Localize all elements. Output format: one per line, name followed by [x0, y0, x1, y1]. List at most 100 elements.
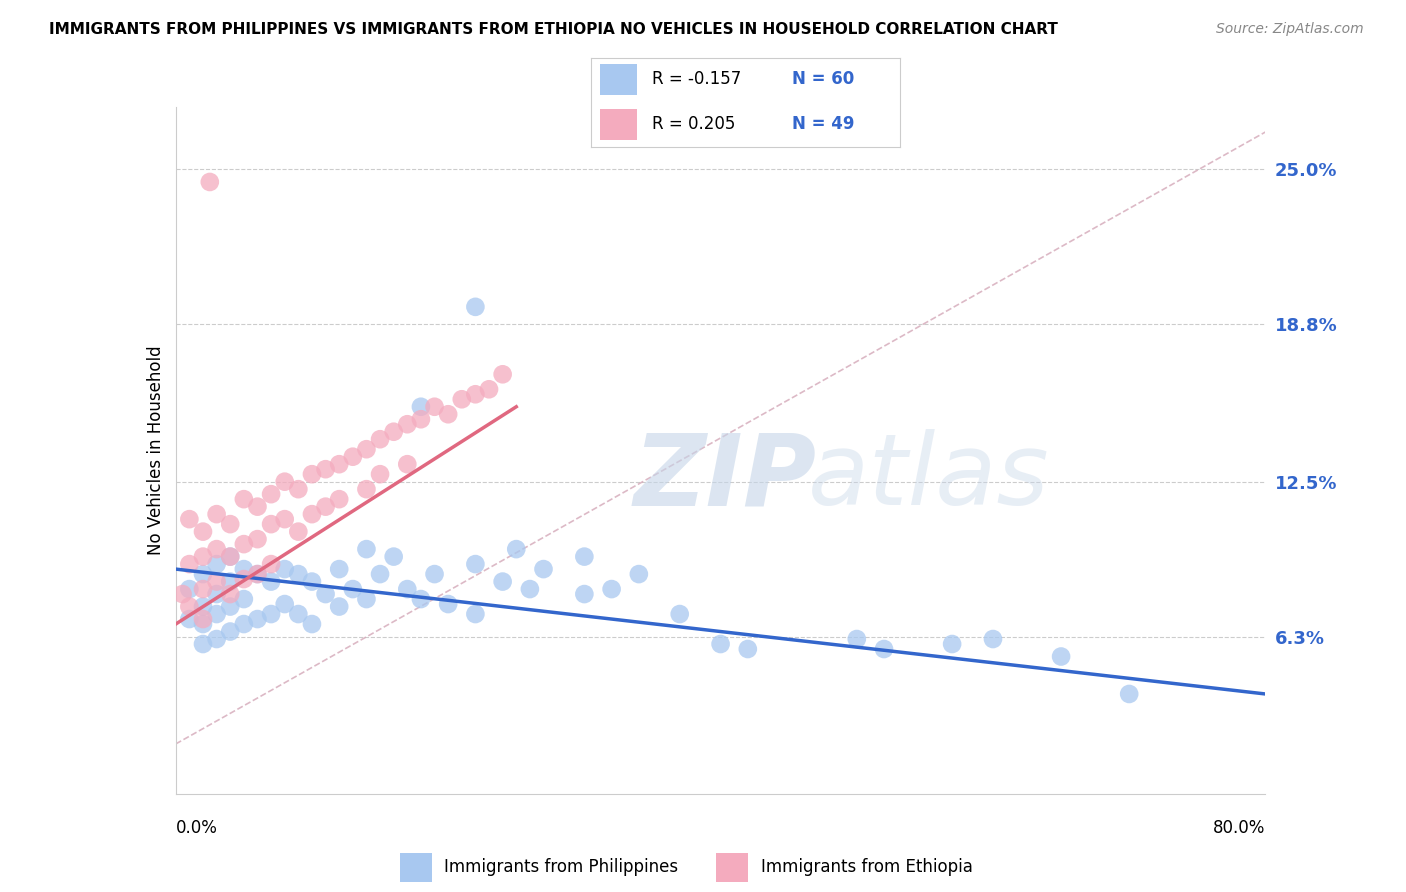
Point [260, 557, 283, 571]
Point [328, 492, 350, 507]
Point [232, 562, 254, 576]
Text: N = 60: N = 60 [792, 70, 853, 88]
Point [437, 597, 460, 611]
Point [845, 632, 868, 646]
Point [368, 567, 391, 582]
Text: 0.0%: 0.0% [176, 819, 218, 837]
Point [219, 624, 242, 639]
Point [260, 574, 283, 589]
Point [409, 592, 432, 607]
Point [315, 587, 337, 601]
Point [205, 542, 228, 557]
Point [191, 637, 214, 651]
Text: 80.0%: 80.0% [1213, 819, 1265, 837]
Point [873, 642, 896, 657]
FancyBboxPatch shape [401, 854, 432, 881]
Point [437, 407, 460, 421]
Point [315, 500, 337, 514]
Text: Immigrants from Ethiopia: Immigrants from Ethiopia [761, 858, 973, 877]
Point [301, 507, 323, 521]
Point [301, 467, 323, 482]
Point [505, 542, 527, 557]
Point [464, 607, 486, 621]
Point [368, 467, 391, 482]
Point [382, 425, 405, 439]
Point [356, 442, 378, 457]
Point [179, 582, 201, 596]
Point [981, 632, 1004, 646]
Point [274, 475, 297, 489]
Point [356, 542, 378, 557]
Text: N = 49: N = 49 [792, 115, 853, 133]
Point [301, 617, 323, 632]
Text: R = 0.205: R = 0.205 [652, 115, 735, 133]
Point [668, 607, 690, 621]
Text: R = -0.157: R = -0.157 [652, 70, 741, 88]
Point [287, 524, 309, 539]
Point [191, 582, 214, 596]
Point [205, 574, 228, 589]
Point [179, 612, 201, 626]
Point [356, 482, 378, 496]
Point [574, 549, 596, 564]
Point [205, 587, 228, 601]
Point [191, 567, 214, 582]
Point [287, 607, 309, 621]
Point [710, 637, 733, 651]
Point [464, 557, 486, 571]
Point [409, 400, 432, 414]
Point [301, 574, 323, 589]
Point [519, 582, 541, 596]
Point [179, 599, 201, 614]
Point [627, 567, 650, 582]
Point [450, 392, 472, 407]
Text: Immigrants from Philippines: Immigrants from Philippines [444, 858, 679, 877]
FancyBboxPatch shape [600, 64, 637, 95]
Point [737, 642, 759, 657]
Point [219, 517, 242, 532]
Point [328, 457, 350, 471]
Point [315, 462, 337, 476]
Point [342, 450, 364, 464]
Point [342, 582, 364, 596]
Point [423, 567, 446, 582]
Point [219, 574, 242, 589]
Point [328, 562, 350, 576]
Point [191, 612, 214, 626]
Point [492, 574, 515, 589]
Point [600, 582, 623, 596]
Point [246, 567, 269, 582]
Point [409, 412, 432, 426]
Y-axis label: No Vehicles in Household: No Vehicles in Household [146, 345, 165, 556]
Point [232, 617, 254, 632]
Point [260, 517, 283, 532]
Point [219, 549, 242, 564]
Point [287, 482, 309, 496]
Point [492, 368, 515, 382]
Point [219, 549, 242, 564]
Text: IMMIGRANTS FROM PHILIPPINES VS IMMIGRANTS FROM ETHIOPIA NO VEHICLES IN HOUSEHOLD: IMMIGRANTS FROM PHILIPPINES VS IMMIGRANT… [49, 22, 1059, 37]
Point [205, 507, 228, 521]
Point [274, 597, 297, 611]
Point [191, 549, 214, 564]
Point [191, 599, 214, 614]
Point [246, 532, 269, 546]
Text: Source: ZipAtlas.com: Source: ZipAtlas.com [1216, 22, 1364, 37]
Point [191, 524, 214, 539]
Point [328, 599, 350, 614]
Point [246, 612, 269, 626]
Point [205, 607, 228, 621]
Text: ZIP: ZIP [633, 429, 817, 526]
Point [368, 432, 391, 446]
Point [356, 592, 378, 607]
Point [232, 572, 254, 586]
Point [219, 587, 242, 601]
Point [260, 607, 283, 621]
Point [396, 417, 419, 432]
Point [1050, 649, 1073, 664]
Point [274, 562, 297, 576]
Point [274, 512, 297, 526]
FancyBboxPatch shape [600, 109, 637, 140]
Point [191, 617, 214, 632]
Point [246, 567, 269, 582]
